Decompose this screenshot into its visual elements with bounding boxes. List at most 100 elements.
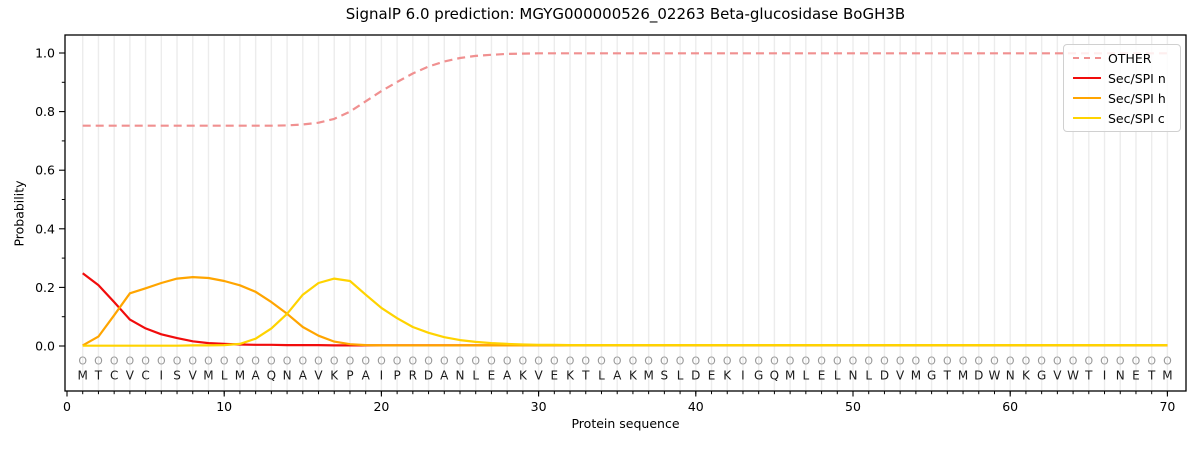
- sequence-letter: L: [677, 369, 684, 383]
- x-tick-label: 70: [1159, 399, 1175, 414]
- sequence-letter: V: [314, 369, 323, 383]
- tag-marker: O: [581, 355, 590, 368]
- sequence-letter: K: [330, 369, 339, 383]
- sequence-letter: A: [440, 369, 449, 383]
- sequence-letter: W: [1067, 369, 1079, 383]
- sequence-letter: N: [1006, 369, 1015, 383]
- sequence-letter: M: [235, 369, 245, 383]
- y-tick-label: 0.0: [35, 339, 55, 354]
- x-tick-label: 0: [63, 399, 71, 414]
- sequence-letter: M: [1162, 369, 1172, 383]
- sequence-letter: V: [896, 369, 905, 383]
- x-axis-ticks: 0 10 20 30 40 50 60 70: [63, 391, 1175, 414]
- legend-item: OTHER: [1064, 51, 1180, 66]
- sequence-letter: N: [456, 369, 465, 383]
- tag-marker: O: [770, 355, 779, 368]
- sequence-letter: P: [346, 369, 353, 383]
- legend-item-label: Sec/SPI h: [1108, 90, 1166, 106]
- legend-line-swatch: [1073, 57, 1101, 59]
- tag-marker: O: [534, 355, 543, 368]
- x-tick-label: 50: [845, 399, 861, 414]
- tag-marker: O: [1116, 355, 1125, 368]
- sequence-letter: T: [943, 369, 952, 383]
- tag-marker: O: [1100, 355, 1109, 368]
- sequence-letter: I: [160, 369, 164, 383]
- sequence-letter: L: [472, 369, 479, 383]
- tag-marker: O: [157, 355, 166, 368]
- tag-marker: O: [110, 355, 119, 368]
- sequence-letter: A: [362, 369, 371, 383]
- tag-marker: O: [503, 355, 512, 368]
- tag-marker: O: [833, 355, 842, 368]
- legend-item: Sec/SPI c: [1064, 111, 1180, 126]
- tag-marker: O: [1022, 355, 1031, 368]
- tag-marker: O: [974, 355, 983, 368]
- x-tick-label: 10: [216, 399, 232, 414]
- sequence-letter: D: [691, 369, 700, 383]
- tag-marker: O: [236, 355, 245, 368]
- tag-marker: O: [990, 355, 999, 368]
- sequence-letter: V: [1053, 369, 1062, 383]
- legend-line-swatch: [1073, 77, 1101, 79]
- sequence-letter: W: [989, 369, 1001, 383]
- tag-marker: O: [471, 355, 480, 368]
- tag-marker: O: [283, 355, 292, 368]
- series-line-sec-spi-c: [82, 277, 1168, 347]
- tag-marker: O: [220, 355, 229, 368]
- tag-marker: O: [141, 355, 150, 368]
- tag-marker: O: [393, 355, 402, 368]
- sequence-letter: S: [173, 369, 181, 383]
- tag-marker: O: [566, 355, 575, 368]
- sequence-letter: L: [834, 369, 841, 383]
- sequence-letter: K: [629, 369, 638, 383]
- legend-item: Sec/SPI h: [1064, 91, 1180, 106]
- tag-marker: O: [676, 355, 685, 368]
- tag-marker: O: [204, 355, 213, 368]
- sequence-letter: K: [519, 369, 528, 383]
- tag-marker: O: [519, 355, 528, 368]
- sequence-letter: R: [409, 369, 417, 383]
- sequence-letter: A: [252, 369, 261, 383]
- sequence-letter: A: [299, 369, 308, 383]
- tag-marker: O: [298, 355, 307, 368]
- sequence-letter: M: [643, 369, 653, 383]
- legend-item-label: Sec/SPI c: [1108, 110, 1165, 126]
- sequence-letter: P: [393, 369, 400, 383]
- tag-marker: O: [927, 355, 936, 368]
- legend-line-swatch: [1073, 117, 1101, 119]
- legend-box: OTHER Sec/SPI n Sec/SPI h Sec/SPI c: [1063, 44, 1181, 132]
- sequence-letter: N: [1116, 369, 1125, 383]
- sequence-letter: V: [534, 369, 543, 383]
- tag-marker: O: [817, 355, 826, 368]
- sequence-letter: N: [283, 369, 292, 383]
- tag-marker: O: [251, 355, 260, 368]
- sequence-letter: T: [94, 369, 103, 383]
- tag-marker: O: [314, 355, 323, 368]
- sequence-letter: A: [613, 369, 622, 383]
- tag-marker: O: [1084, 355, 1093, 368]
- legend-item: Sec/SPI n: [1064, 71, 1180, 86]
- sequence-letter: K: [566, 369, 575, 383]
- x-axis-label: Protein sequence: [571, 416, 680, 431]
- sequence-letter: C: [110, 369, 118, 383]
- tag-marker: O: [943, 355, 952, 368]
- sequence-letter: I: [380, 369, 384, 383]
- tag-marker: O: [707, 355, 716, 368]
- sequence-letter: K: [1022, 369, 1031, 383]
- sequence-letter: E: [1132, 369, 1140, 383]
- tag-marker: O: [1006, 355, 1015, 368]
- tag-marker: O: [409, 355, 418, 368]
- sequence-letter: G: [754, 369, 763, 383]
- tag-marker: O: [912, 355, 921, 368]
- sequence-letter: D: [424, 369, 433, 383]
- tag-marker: O: [361, 355, 370, 368]
- x-tick-label: 20: [373, 399, 389, 414]
- tag-marker: O: [597, 355, 606, 368]
- sequence-letter: D: [880, 369, 889, 383]
- tag-marker: O: [723, 355, 732, 368]
- tag-marker: O: [739, 355, 748, 368]
- tag-marker: O: [377, 355, 386, 368]
- y-tick-label: 0.4: [35, 221, 55, 236]
